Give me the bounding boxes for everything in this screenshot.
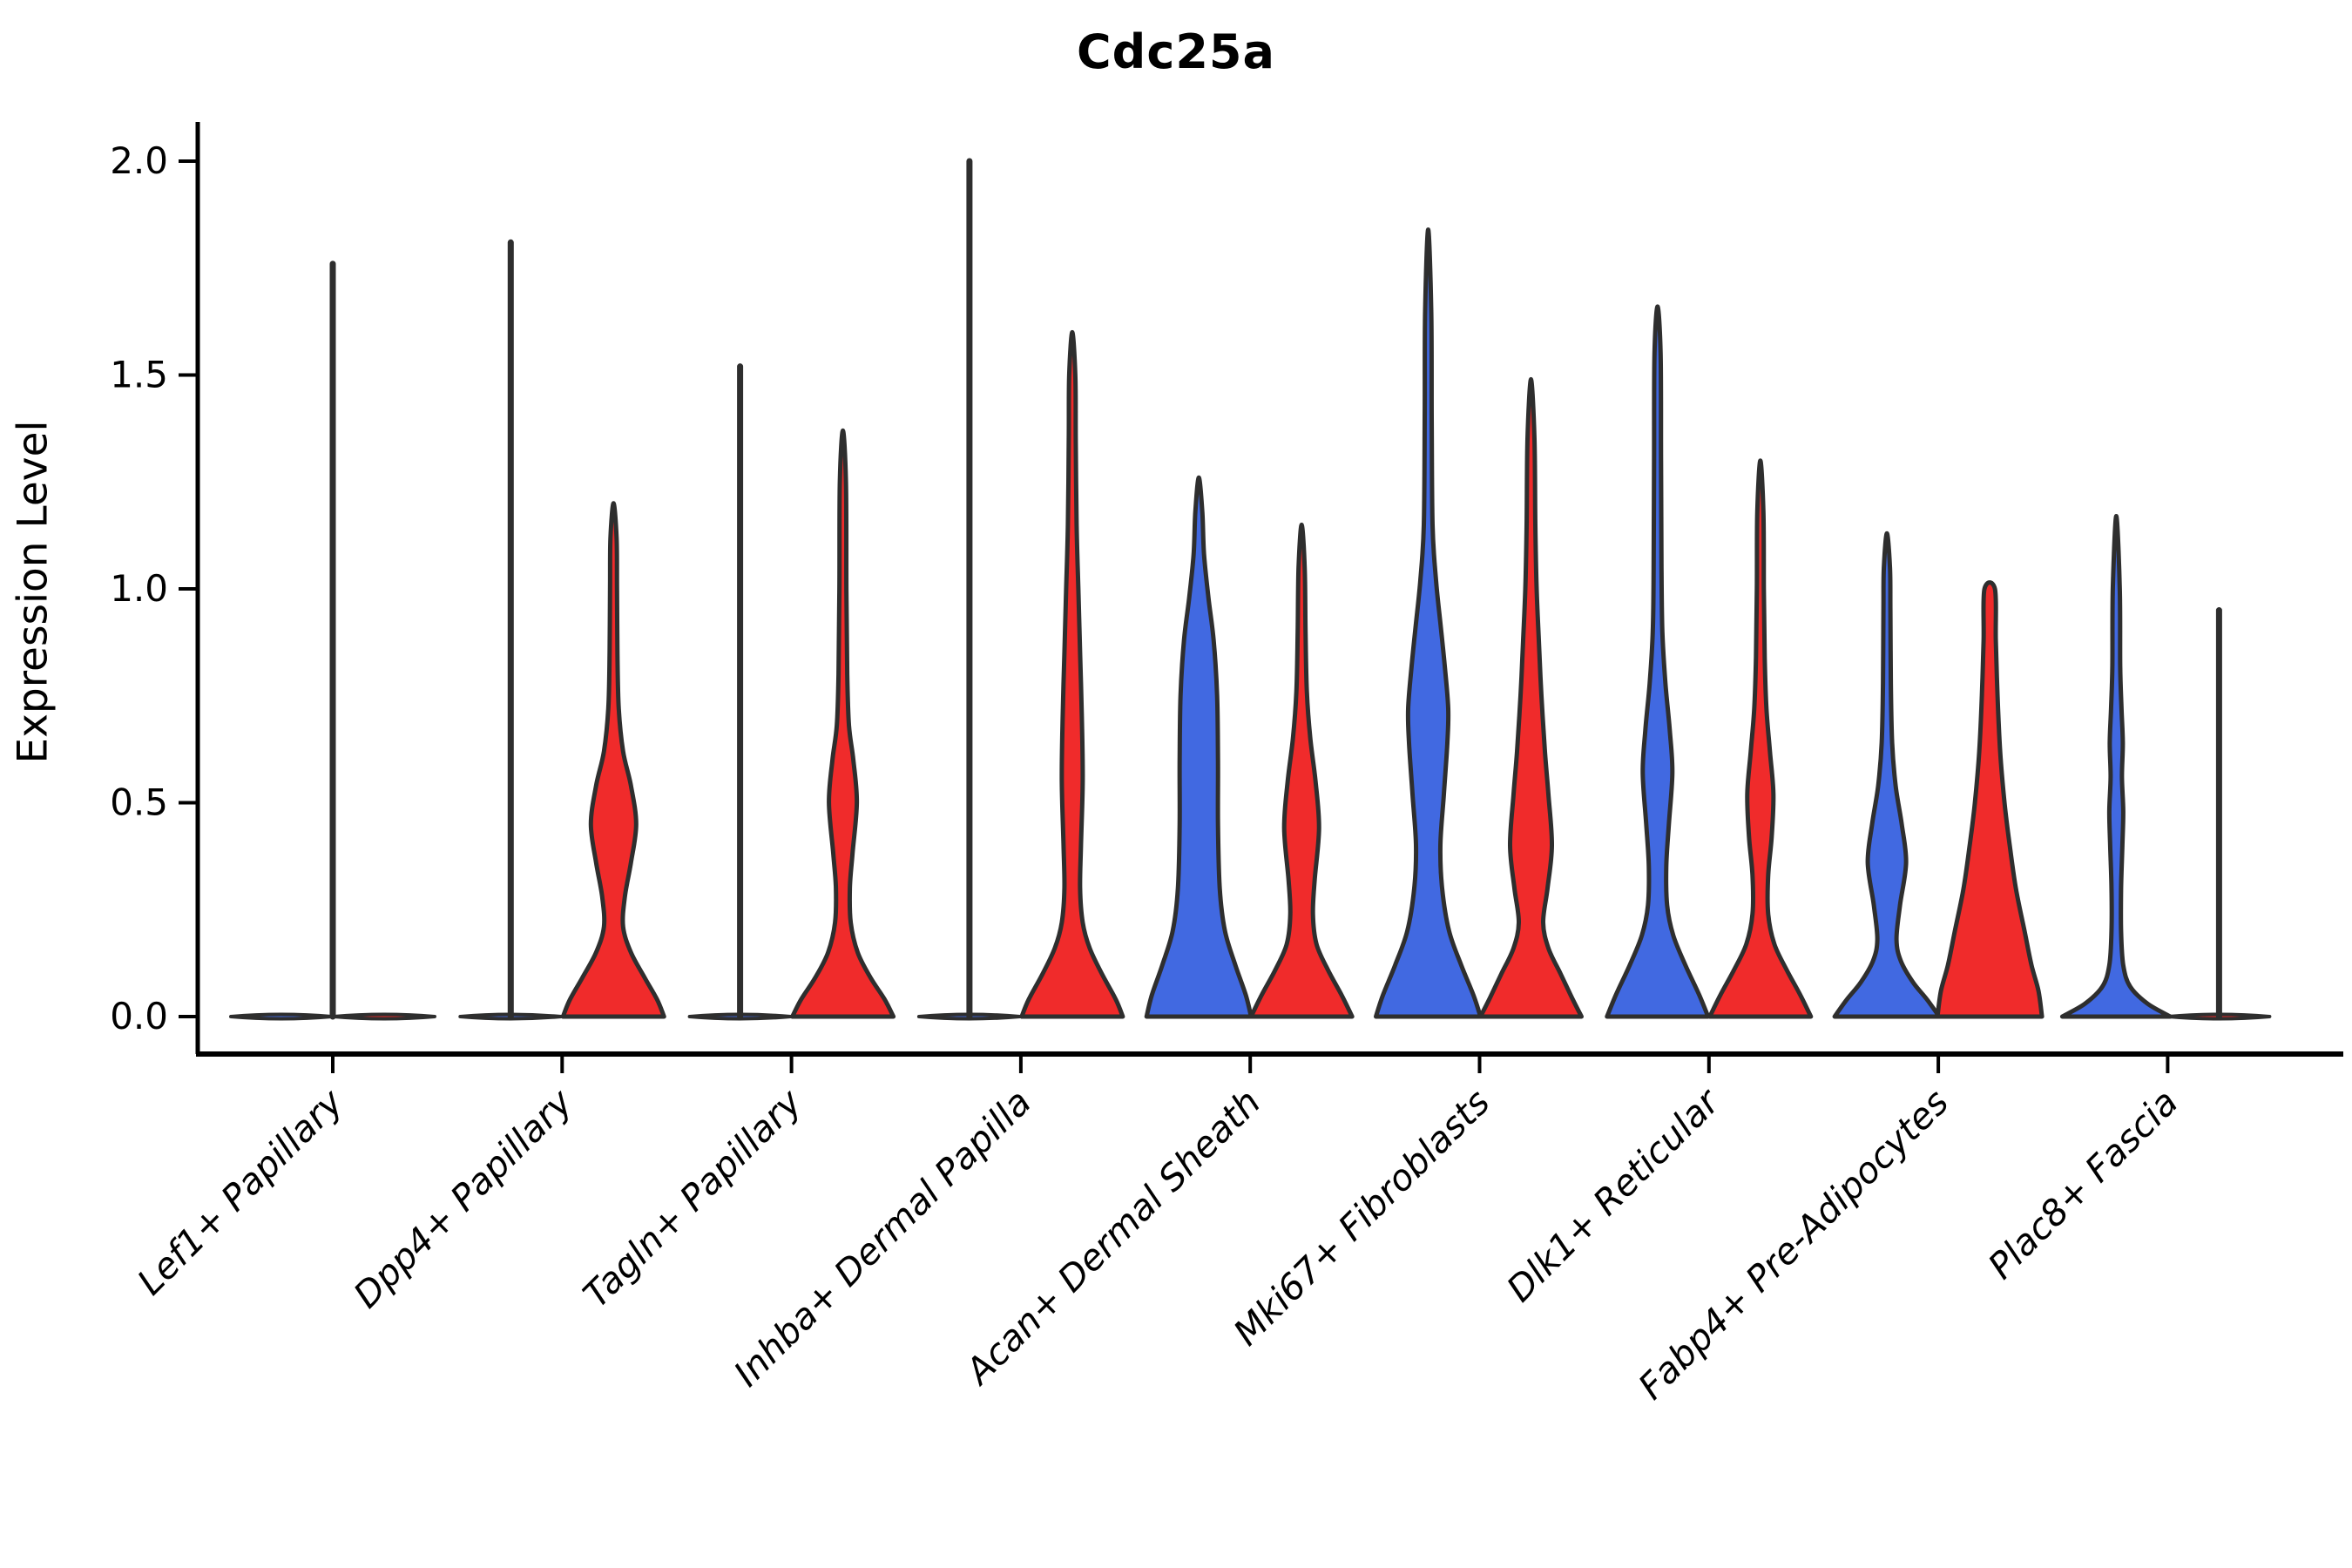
violin-4-red xyxy=(1019,329,1125,1019)
y-tick-label: 1.0 xyxy=(110,567,168,610)
y-tick-label: 2.0 xyxy=(110,139,168,182)
violin-3-red xyxy=(790,428,896,1019)
x-tick-label: Dlk1+ Reticular xyxy=(1498,1080,1728,1310)
violin-6-blue xyxy=(1374,227,1483,1019)
violin-9-blue xyxy=(2059,514,2173,1019)
x-tick-label: Tagln+ Papillary xyxy=(575,1081,810,1316)
x-tick-label: Mki67+ Fibroblasts xyxy=(1226,1081,1498,1354)
violin-8-red xyxy=(1935,580,2044,1019)
violin-6-red xyxy=(1478,376,1584,1019)
x-tick-label: Plac8+ Fascia xyxy=(1980,1081,2186,1287)
violin-5-red xyxy=(1248,522,1355,1019)
x-tick-label: Lef1+ Papillary xyxy=(129,1081,351,1303)
violin-8-blue xyxy=(1832,531,1942,1019)
violin-7-red xyxy=(1707,458,1814,1019)
violin-7-blue xyxy=(1605,304,1711,1019)
y-tick-label: 0.5 xyxy=(110,781,168,824)
violin-2-red xyxy=(560,501,666,1019)
violin-1-red-flat xyxy=(332,1012,436,1021)
chart-title: Cdc25a xyxy=(1077,24,1275,79)
x-tick-label: Dpp4+ Papillary xyxy=(346,1081,581,1316)
violin-1-blue-flat xyxy=(229,1012,334,1021)
y-tick-label: 1.5 xyxy=(110,354,168,396)
y-tick-label: 0.0 xyxy=(110,995,168,1037)
violin-5-blue xyxy=(1144,475,1254,1019)
